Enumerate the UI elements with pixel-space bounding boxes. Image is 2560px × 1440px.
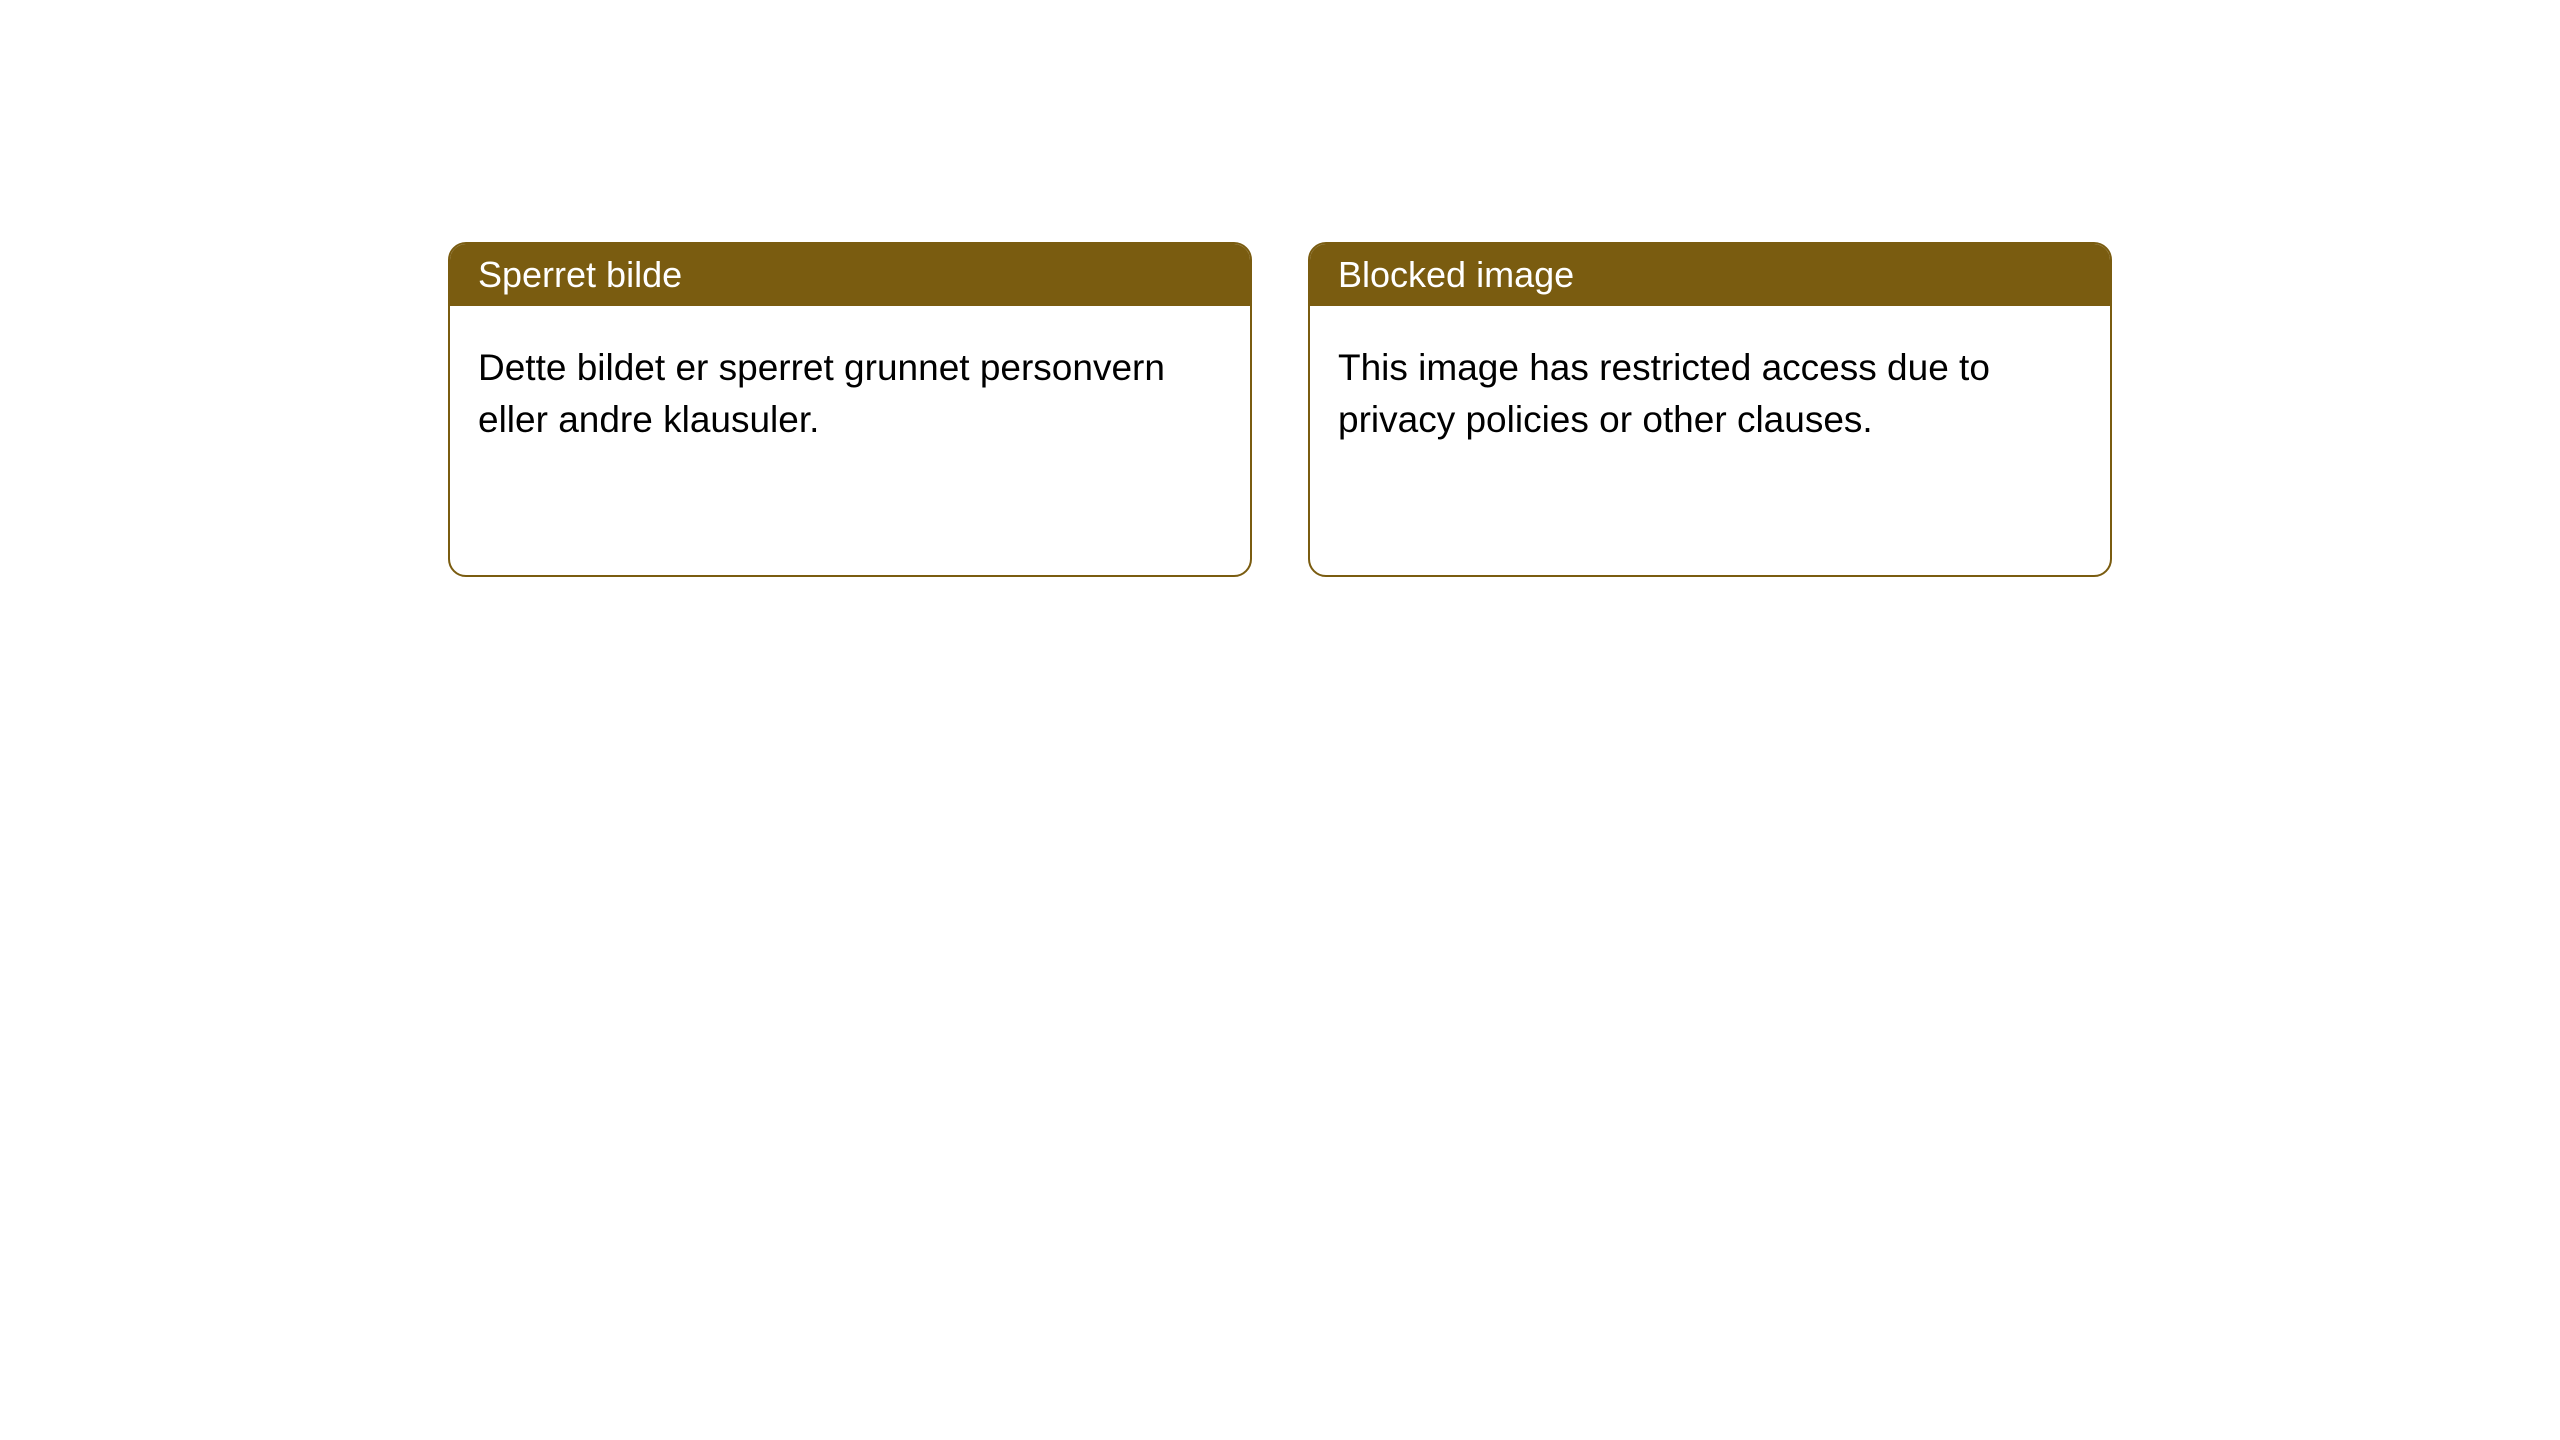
notice-card-english: Blocked image This image has restricted … <box>1308 242 2112 577</box>
notice-card-title: Sperret bilde <box>450 244 1250 306</box>
notice-card-body: Dette bildet er sperret grunnet personve… <box>450 306 1250 482</box>
notice-card-norwegian: Sperret bilde Dette bildet er sperret gr… <box>448 242 1252 577</box>
notice-card-body: This image has restricted access due to … <box>1310 306 2110 482</box>
notice-container: Sperret bilde Dette bildet er sperret gr… <box>448 242 2112 577</box>
notice-card-title: Blocked image <box>1310 244 2110 306</box>
